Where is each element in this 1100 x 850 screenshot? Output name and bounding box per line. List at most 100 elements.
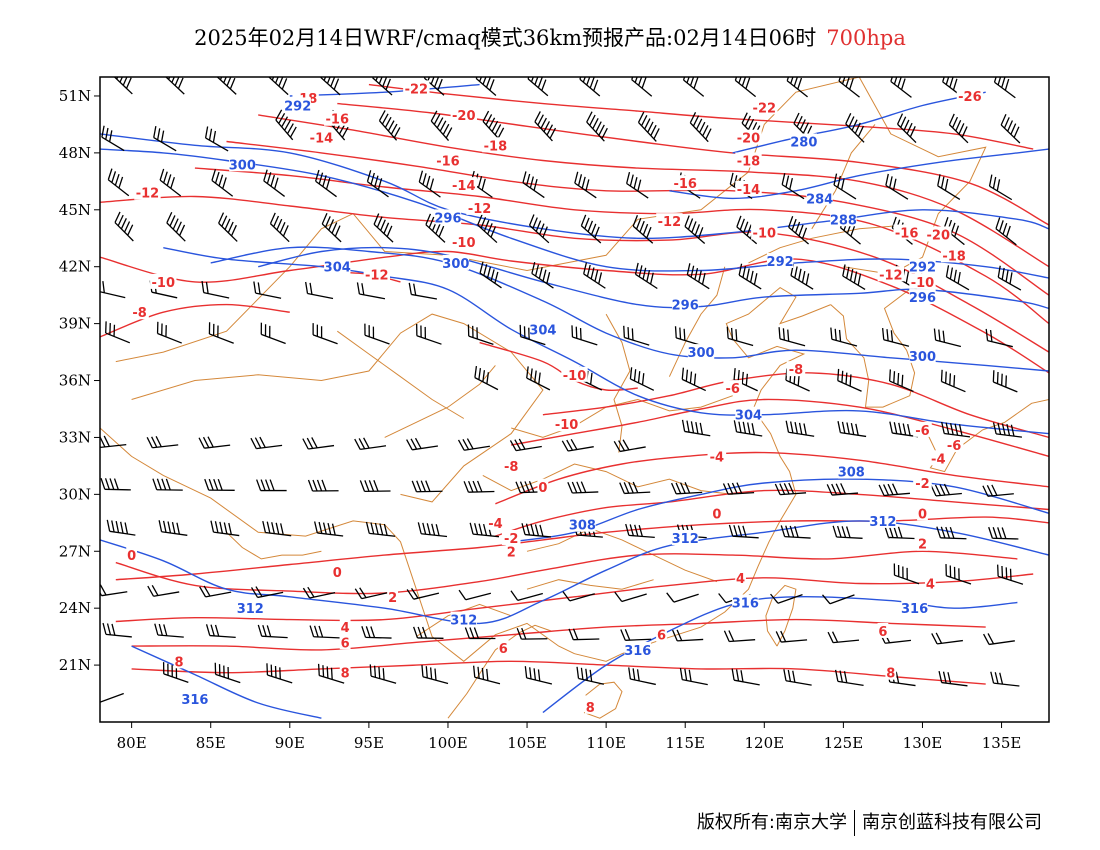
contour-label-bg <box>732 594 759 610</box>
height-contour-label: 300 <box>909 350 936 365</box>
wind-barb <box>983 633 1015 646</box>
wind-barb <box>936 526 967 540</box>
contour-label-bg <box>561 366 588 382</box>
wind-barb <box>101 125 125 152</box>
wind-barb <box>302 586 336 599</box>
contour-label-bg <box>656 626 667 642</box>
wind-barb <box>371 77 393 96</box>
height-contour-label: 316 <box>901 602 928 617</box>
temperature-contour-label: -18 <box>484 139 508 154</box>
wind-barb <box>679 667 708 686</box>
contour-label-bg <box>917 535 928 551</box>
contour-label-bg <box>940 247 968 263</box>
wind-barb <box>632 214 654 244</box>
border-line <box>583 681 623 719</box>
temperature-contour <box>115 550 1018 595</box>
wind-barb <box>672 629 704 642</box>
wind-barb <box>159 168 182 197</box>
wind-barb <box>356 282 386 300</box>
wind-barb <box>528 214 550 244</box>
wind-barb <box>114 211 134 242</box>
temperature-contour-label: -10 <box>563 369 587 384</box>
wind-barb <box>788 216 810 245</box>
wind-barb <box>474 365 499 391</box>
wind-barb <box>671 482 703 495</box>
contour-label-bg <box>497 640 509 656</box>
pressure-level-label: 700hpa <box>826 26 906 50</box>
wind-barb <box>365 521 396 537</box>
lat-tick-label: 36N <box>59 372 91 390</box>
lon-tick-label: 95E <box>354 734 384 752</box>
border-line <box>384 365 496 438</box>
border-line <box>115 77 860 363</box>
wind-barb <box>896 113 917 144</box>
height-contour-label: 304 <box>324 261 351 276</box>
height-contour-label: 300 <box>229 158 256 173</box>
contour-label-bg <box>486 514 505 530</box>
contour-label-bg <box>624 641 651 657</box>
contour-label-bg <box>909 289 936 305</box>
temperature-contour <box>115 573 1034 623</box>
wind-barb <box>216 77 237 95</box>
temperature-contour-label: -22 <box>753 101 777 116</box>
contour-label-bg <box>877 622 889 638</box>
wind-barb <box>770 593 803 604</box>
contour-label-bg <box>924 575 936 591</box>
contour-label-bg <box>735 129 762 145</box>
wind-barb <box>571 325 598 346</box>
wind-barb <box>842 264 866 290</box>
temperature-contour-label: -12 <box>136 187 160 202</box>
wind-barb <box>201 280 230 299</box>
border-line <box>843 77 987 275</box>
temperature-contour-label: 4 <box>341 621 350 636</box>
geopotential-height-contours <box>100 83 1049 719</box>
wind-barbs <box>100 77 1024 703</box>
temperature-contour-label: 6 <box>878 625 887 640</box>
wind-barb <box>822 594 855 605</box>
footer-separator <box>854 810 855 836</box>
contour-label-bg <box>130 304 149 320</box>
contour-label-bg <box>339 619 351 635</box>
contour-label-bg <box>501 457 521 473</box>
temperature-contour <box>100 195 1049 353</box>
contour-label-bg <box>150 273 177 289</box>
wind-barb <box>417 522 448 538</box>
wind-barb <box>263 169 286 197</box>
wind-barb <box>775 630 808 643</box>
border-line <box>811 124 876 230</box>
wind-barb <box>781 173 805 200</box>
wind-barb <box>321 212 342 243</box>
contour-label-bg <box>711 505 723 521</box>
wind-barb <box>260 322 286 345</box>
border-line <box>830 258 931 408</box>
wind-barb <box>314 521 344 537</box>
wind-barb <box>881 328 910 347</box>
contour-label-bg <box>925 226 952 242</box>
wind-barb <box>988 174 1013 201</box>
contour-label-bg <box>751 99 778 115</box>
wind-barb <box>628 667 656 686</box>
temperature-contour <box>479 341 638 392</box>
lon-tick-label: 130E <box>903 734 943 752</box>
height-contour <box>100 133 1049 240</box>
temperature-contour-label: 0 <box>127 549 136 564</box>
contour-label-bg <box>806 190 833 206</box>
wind-barb <box>320 77 341 96</box>
wind-barb <box>884 526 915 540</box>
wind-barb <box>166 211 186 242</box>
height-contour-label: 308 <box>569 519 596 534</box>
wind-barb <box>198 436 231 449</box>
wind-barb <box>521 523 551 538</box>
height-contour-label: 288 <box>830 213 857 228</box>
contour-label-bg <box>308 129 335 145</box>
contour-label-bg <box>672 529 699 545</box>
contour-label-bg <box>909 347 936 363</box>
temperature-contours <box>100 83 1049 685</box>
wind-barb <box>312 323 338 345</box>
height-contour-label: 312 <box>237 602 264 617</box>
temperature-contour <box>511 398 1049 458</box>
wind-barb <box>576 666 604 685</box>
wind-barb <box>992 422 1023 438</box>
wind-barb <box>113 77 133 95</box>
wind-barb <box>930 483 962 497</box>
